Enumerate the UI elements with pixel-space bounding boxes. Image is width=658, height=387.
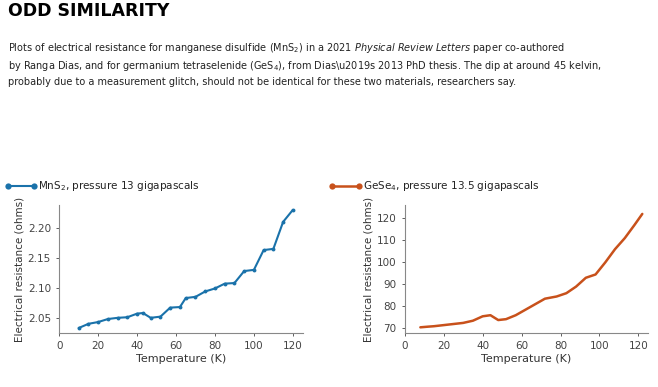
X-axis label: Temperature (K): Temperature (K): [482, 354, 572, 364]
X-axis label: Temperature (K): Temperature (K): [136, 354, 226, 364]
Text: ODD SIMILARITY: ODD SIMILARITY: [8, 2, 169, 20]
Y-axis label: Electrical resistance (ohms): Electrical resistance (ohms): [15, 197, 25, 342]
Text: Plots of electrical resistance for manganese disulfide (MnS$_2$) in a 2021 $\it{: Plots of electrical resistance for manga…: [8, 41, 601, 87]
Text: MnS$_2$, pressure 13 gigapascals: MnS$_2$, pressure 13 gigapascals: [38, 179, 199, 193]
Text: GeSe$_4$, pressure 13.5 gigapascals: GeSe$_4$, pressure 13.5 gigapascals: [363, 179, 540, 193]
Y-axis label: Electrical resistance (ohms): Electrical resistance (ohms): [364, 197, 374, 342]
